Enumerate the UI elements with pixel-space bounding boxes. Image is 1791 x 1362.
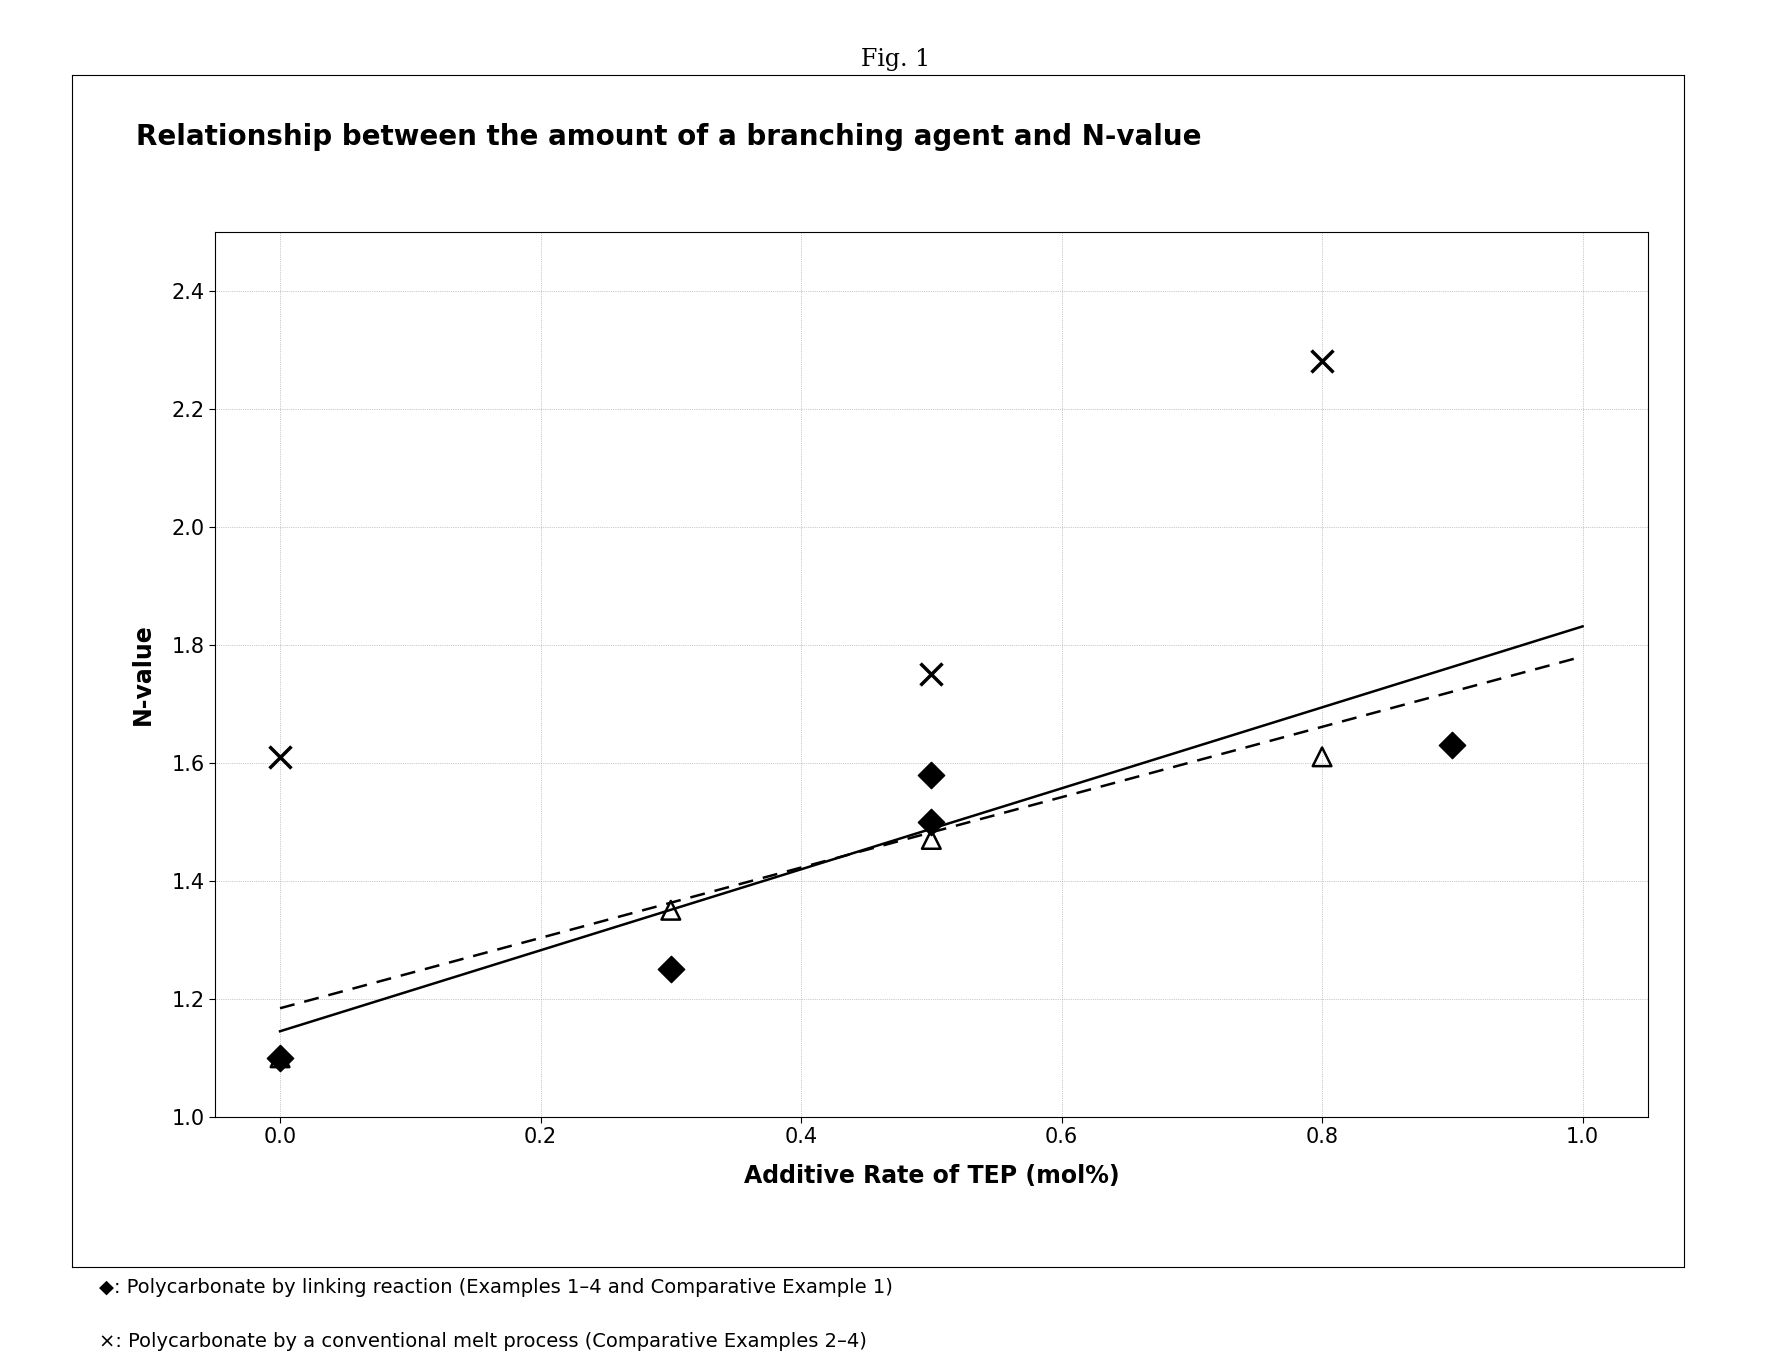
Point [265,1047,294,1069]
Point [1307,350,1336,372]
Point [265,746,294,768]
Point [917,764,946,786]
Text: ×: Polycarbonate by a conventional melt process (Comparative Examples 2–4): ×: Polycarbonate by a conventional melt … [99,1332,867,1351]
Text: Fig. 1: Fig. 1 [861,48,930,71]
Point [1307,746,1336,768]
Point [1438,734,1467,756]
X-axis label: Additive Rate of TEP (mol%): Additive Rate of TEP (mol%) [743,1165,1119,1188]
Point [917,663,946,685]
Text: Relationship between the amount of a branching agent and N-value: Relationship between the amount of a bra… [136,123,1202,151]
Text: ◆: Polycarbonate by linking reaction (Examples 1–4 and Comparative Example 1): ◆: Polycarbonate by linking reaction (Ex… [99,1278,892,1297]
Point [917,810,946,832]
Point [657,899,686,921]
Point [657,959,686,981]
Point [917,828,946,850]
Point [265,1047,294,1069]
Y-axis label: N-value: N-value [131,624,154,725]
